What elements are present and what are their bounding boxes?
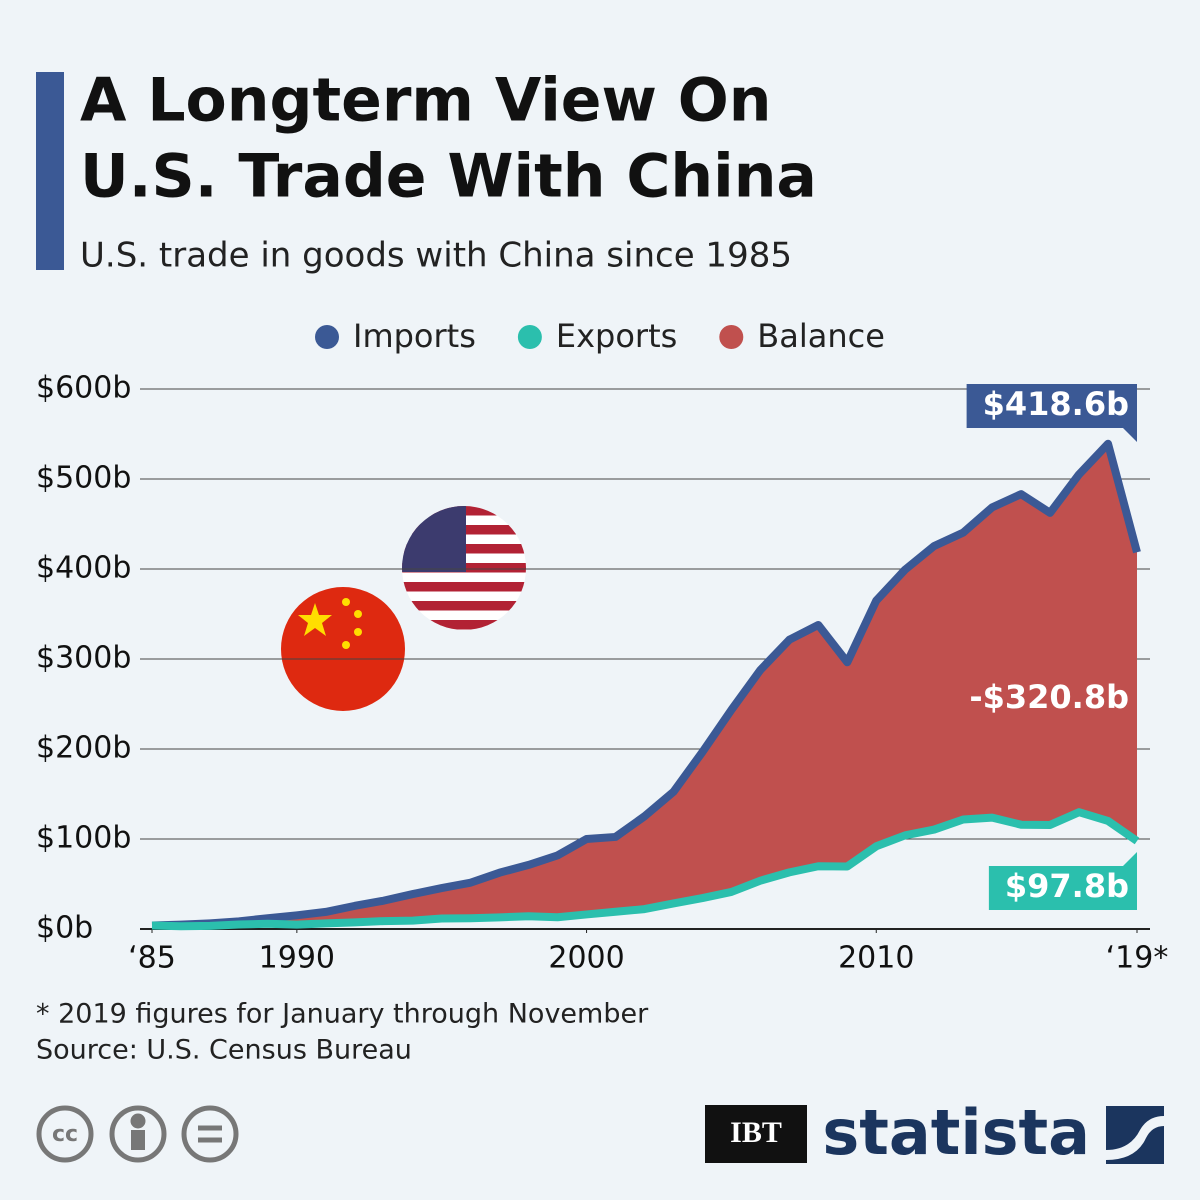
chart-title: U.S. Trade With China: [80, 142, 817, 212]
title-bar: [36, 72, 64, 270]
x-tick-label: 2010: [838, 941, 914, 976]
legend-label: Exports: [556, 317, 677, 355]
license-icons: [36, 1105, 239, 1163]
series-line: [151, 439, 1141, 930]
legend-marker: [315, 325, 339, 349]
us-flag: [402, 506, 526, 630]
china-flag: [281, 587, 405, 711]
source: Source: U.S. Census Bureau: [36, 1035, 412, 1066]
y-tick-label: $400b: [36, 551, 131, 586]
brand-icon: [1106, 1106, 1164, 1164]
chart-title: A Longterm View On: [80, 66, 772, 136]
y-tick-label: $200b: [36, 731, 131, 766]
legend-marker: [719, 325, 744, 349]
balance-area: [152, 443, 1137, 927]
value-label: $418.6b: [983, 385, 1129, 423]
legend-label: Balance: [757, 317, 885, 355]
partner: IBT: [730, 1116, 782, 1149]
y-tick-label: $600b: [36, 371, 131, 406]
partner-logo: [705, 1105, 807, 1163]
y-tick-label: $0b: [36, 911, 93, 946]
x-tick-label: ‘19*: [1106, 941, 1169, 976]
y-tick-label: $500b: [36, 461, 131, 496]
y-tick-label: $300b: [36, 641, 131, 676]
value-label: $97.8b: [1005, 867, 1129, 905]
series-line: [151, 808, 1140, 931]
legend-label: Imports: [353, 317, 476, 355]
value-label-pointer: [1123, 428, 1137, 442]
note: * 2019 figures for January through Novem…: [36, 999, 649, 1030]
brand: statista: [822, 1096, 1090, 1169]
value-label-box: [966, 384, 1137, 428]
x-tick-label: ‘85: [128, 941, 176, 976]
chart-subtitle: U.S. trade in goods with China since 198…: [80, 236, 792, 276]
legend-marker: [517, 325, 542, 349]
value-label-box: [953, 677, 1137, 721]
license: cc: [52, 1122, 78, 1147]
y-tick-label: $100b: [36, 821, 131, 856]
value-label-box: [988, 866, 1137, 910]
x-tick-label: 1990: [259, 941, 335, 976]
value-label: -$320.8b: [969, 678, 1129, 716]
value-label-pointer: [1123, 852, 1137, 866]
x-tick-label: 2000: [548, 941, 624, 976]
